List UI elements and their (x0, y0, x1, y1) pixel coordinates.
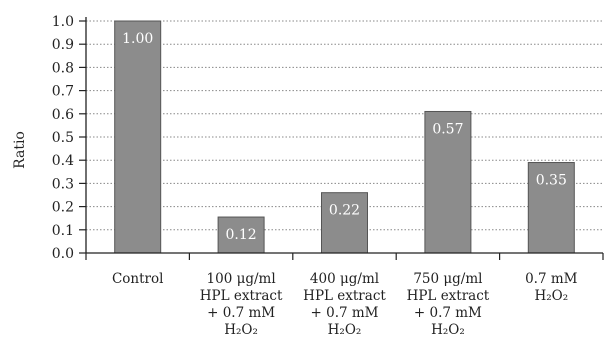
category-label-line: + 0.7 mM (311, 305, 379, 321)
y-axis-title: Ratio (12, 131, 28, 169)
y-tick-label: 0.0 (52, 246, 74, 262)
y-tick-label: 0.9 (52, 37, 74, 53)
x-category-label: 750 μg/ml HPL extract + 0.7 mM H₂O₂ (407, 271, 490, 338)
y-tick-label: 0.3 (52, 176, 74, 192)
category-label-line: + 0.7 mM (414, 305, 482, 321)
bar-data-label: 0.57 (432, 121, 463, 137)
x-category-label: 400 μg/ml HPL extract + 0.7 mM H₂O₂ (303, 271, 386, 338)
y-tick-label: 0.4 (52, 153, 74, 169)
y-tick-label: 1.0 (52, 14, 74, 30)
category-label-line: HPL extract (303, 288, 386, 304)
category-label-line: 100 μg/ml (207, 271, 276, 287)
bar (114, 20, 162, 254)
y-tick-label: 0.1 (52, 223, 74, 239)
y-tick-labels: 0.0 0.1 0.2 0.3 0.4 0.5 0.6 0.7 0.8 0.9 1.0 (52, 14, 74, 262)
bar (217, 216, 265, 254)
y-tick-label: 0.7 (52, 84, 74, 100)
x-category-label: 100 μg/ml HPL extract + 0.7 mM H₂O₂ (200, 271, 283, 338)
category-label-line: H₂O₂ (431, 322, 465, 338)
bar (527, 162, 575, 254)
y-tick-label: 0.8 (52, 60, 74, 76)
x-category-labels: Control 100 μg/ml HPL extract + 0.7 mM H₂O₂4… (112, 271, 578, 338)
category-label-line: 400 μg/ml (310, 271, 379, 287)
category-label-line: + 0.7 mM (207, 305, 275, 321)
category-label-line: 750 μg/ml (413, 271, 482, 287)
bar-data-label: 1.00 (122, 31, 153, 47)
category-label-line: H₂O₂ (534, 288, 568, 304)
bars: 1.00 0.12 0.22 0.57 0.35 (114, 20, 575, 254)
grid-lines (86, 20, 603, 231)
bar-data-label: 0.12 (226, 227, 257, 243)
bar-data-label: 0.22 (329, 203, 360, 219)
x-category-label: Control (112, 271, 163, 287)
category-label-line: HPL extract (407, 288, 490, 304)
category-label-line: HPL extract (200, 288, 283, 304)
category-label-line: H₂O₂ (328, 322, 362, 338)
y-tick-label: 0.5 (52, 130, 74, 146)
x-category-label: 0.7 mM H₂O₂ (525, 271, 578, 304)
bar (424, 110, 472, 254)
category-label-line: Control (112, 271, 163, 287)
bar (321, 192, 368, 254)
category-label-line: 0.7 mM (525, 271, 578, 287)
y-tick-label: 0.6 (52, 107, 74, 123)
bar-data-label: 0.35 (536, 173, 567, 189)
category-label-line: H₂O₂ (224, 322, 258, 338)
axes (79, 17, 604, 260)
y-tick-label: 0.2 (52, 200, 74, 216)
